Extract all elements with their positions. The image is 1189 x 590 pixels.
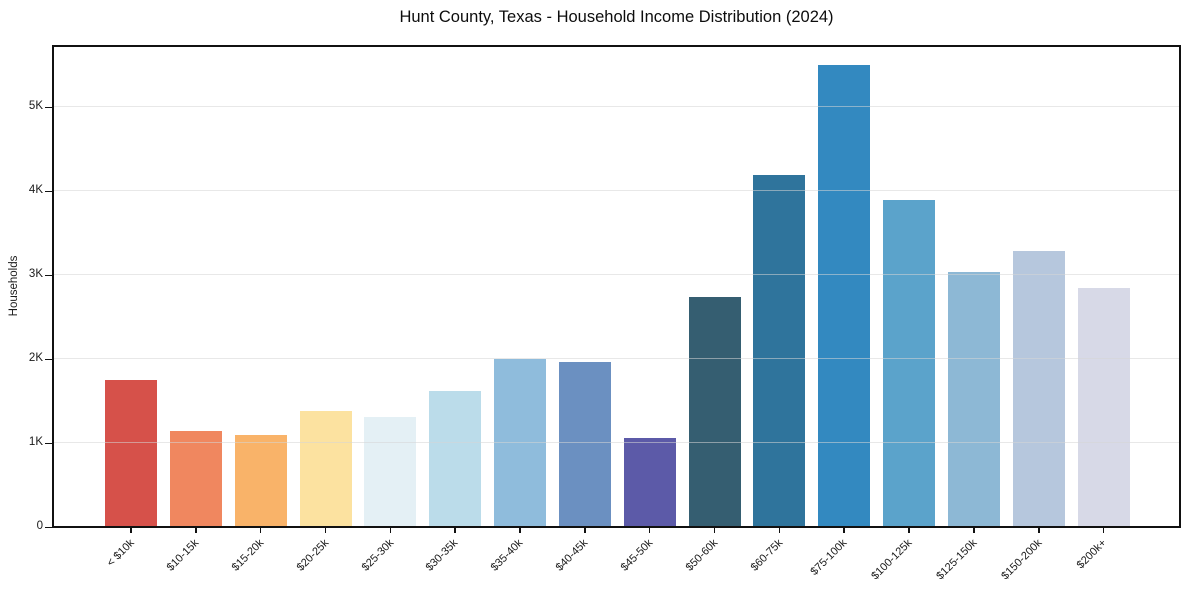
y-tick-mark-4K xyxy=(45,190,52,192)
x-tick-label-text: $20-25k xyxy=(294,537,332,574)
gridline-5K xyxy=(54,105,1179,107)
x-tick-label-text: $200k+ xyxy=(1074,537,1110,572)
x-tick-label-text: $45-50k xyxy=(618,537,656,574)
bar-$200k+ xyxy=(1077,288,1130,526)
x-tick-mark-$200k+ xyxy=(1102,528,1105,533)
bar-$30-35k xyxy=(429,390,482,526)
x-tick-mark-$20-25k xyxy=(324,528,327,533)
bar-$75-100k xyxy=(818,64,871,526)
x-tick-mark-$150-200k xyxy=(1038,528,1040,533)
bar-$45-50k xyxy=(623,437,676,526)
bar-$150-200k xyxy=(1012,251,1065,526)
x-tick-label-text: $15-20k xyxy=(229,537,267,574)
bar-$35-40k xyxy=(494,358,547,526)
bar-$15-20k xyxy=(234,435,287,526)
x-tick-label-text: $30-35k xyxy=(424,537,461,574)
x-tick-mark-$40-45k xyxy=(584,528,586,533)
bar-$25-30k xyxy=(364,416,417,526)
bar-< $10k xyxy=(105,379,157,526)
gridline-3K xyxy=(54,273,1179,275)
gridline-1K xyxy=(54,441,1179,443)
x-tick-label-text: < $10k xyxy=(104,537,137,570)
x-tick-label-text: $100-125k xyxy=(869,537,915,583)
y-tick-mark-3K xyxy=(45,274,52,276)
bar-$10-15k xyxy=(169,431,222,526)
y-tick-mark-2K xyxy=(45,358,52,360)
bar-$125-150k xyxy=(947,272,1000,526)
x-tick-mark-$50-60k xyxy=(713,528,716,533)
x-tick-mark-$30-35k xyxy=(454,528,456,533)
y-tick-mark-0 xyxy=(45,526,52,528)
y-tick-label-3K: 3K xyxy=(28,268,43,280)
bar-$60-75k xyxy=(753,174,806,526)
gridline-4K xyxy=(54,189,1179,191)
x-tick-label-text: $10-15k xyxy=(164,537,202,574)
x-tick-label-text: $35-40k xyxy=(488,537,526,574)
y-tick-label-1K: 1K xyxy=(28,436,43,448)
x-tick-mark-$75-100k xyxy=(843,528,845,533)
bar-$40-45k xyxy=(558,362,611,526)
bar-$50-60k xyxy=(688,296,741,526)
y-tick-label-4K: 4K xyxy=(28,184,43,196)
x-tick-label-text: $150-200k xyxy=(998,537,1045,583)
plot-area xyxy=(52,45,1181,528)
chart-title: Hunt County, Texas - Household Income Di… xyxy=(399,8,834,26)
x-tick-label-text: $60-75k xyxy=(748,537,785,574)
y-tick-mark-5K xyxy=(45,106,52,108)
x-tick-mark-$60-75k xyxy=(778,528,781,533)
y-tick-label-2K: 2K xyxy=(28,352,43,364)
x-tick-label-text: $75-100k xyxy=(808,537,850,578)
x-tick-mark-$100-125k xyxy=(908,528,910,533)
gridline-2K xyxy=(54,357,1179,359)
x-tick-mark-$15-20k xyxy=(259,528,262,533)
x-tick-label-text: $125-150k xyxy=(934,537,980,583)
y-tick-label-5K: 5K xyxy=(28,100,43,112)
x-tick-label-text: $25-30k xyxy=(359,537,396,574)
y-tick-label-0: 0 xyxy=(36,520,43,532)
x-tick-mark-$45-50k xyxy=(648,528,651,533)
x-tick-mark-< $10k xyxy=(130,528,132,533)
x-tick-label-text: $40-45k xyxy=(553,537,591,574)
y-tick-mark-1K xyxy=(45,442,52,444)
x-tick-mark-$10-15k xyxy=(195,528,197,533)
bar-$100-125k xyxy=(883,200,936,526)
x-tick-mark-$35-40k xyxy=(519,528,521,533)
bar-$20-25k xyxy=(299,410,352,526)
x-tick-label-text: $50-60k xyxy=(683,537,721,574)
x-tick-mark-$25-30k xyxy=(389,528,392,533)
x-tick-mark-$125-150k xyxy=(973,528,975,533)
